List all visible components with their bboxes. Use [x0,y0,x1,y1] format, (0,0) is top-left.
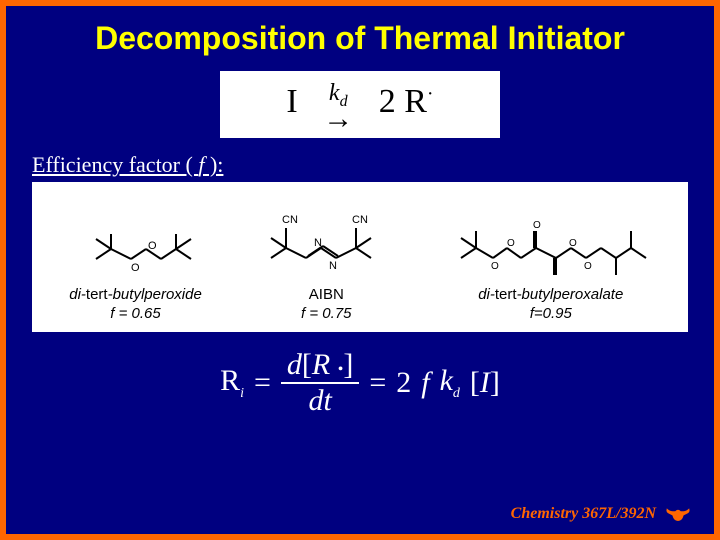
structure-3-icon: O O O O O [451,213,651,279]
fraction: d[R •] dt [281,350,359,416]
c3-prefix: di- [478,286,495,303]
svg-text:O: O [131,262,140,274]
longhorn-icon [664,504,692,524]
eff-prefix: Efficiency factor ( [32,152,198,177]
svg-text:O: O [584,261,592,272]
c1-rest: -butylperoxide [108,286,202,303]
c1-f: f = 0.65 [69,304,202,324]
structure-1-icon: O O [76,219,196,279]
rate-I: I [480,366,490,399]
reaction-I: I [286,83,297,120]
compound-1: O O di-tert-butylperoxide f = 0.65 [69,219,202,324]
svg-text:O: O [491,261,499,272]
svg-text:N: N [314,237,322,249]
c3-mid: tert [495,286,517,303]
footer-text: Chemistry 367L/392N [511,505,656,523]
efficiency-label: Efficiency factor ( f ): [6,148,714,182]
arrow-icon: → [323,110,353,128]
c3-rest: -butylperoxalate [517,286,624,303]
reaction-arrow-group: kd → [323,81,353,128]
c3-f: f=0.95 [451,304,651,324]
structure-2-icon: CN CN N N [256,203,396,279]
compound-3: O O O O O di-tert-butylperoxalate f=0.95 [451,213,651,324]
denom-dt: dt [308,384,331,416]
rate-i: i [240,386,244,401]
reaction-R: R [404,83,427,120]
rate-R: R [220,364,240,397]
rb1: ] [343,348,353,381]
c2-mid: AIBN [309,286,344,303]
equals-2: = [369,366,386,400]
structures-panel: O O di-tert-butylperoxide f = 0.65 CN CN… [32,182,688,332]
radical-dot-icon: · [427,83,434,105]
rb2: ] [490,366,500,399]
rate-f: f [421,366,429,400]
svg-text:O: O [569,238,577,249]
svg-text:O: O [148,240,157,252]
svg-text:O: O [533,220,541,231]
rate-k: k [440,364,453,397]
reaction-box: I kd → 2 R· [220,71,500,138]
svg-text:N: N [329,260,337,272]
svg-text:CN: CN [282,214,298,226]
svg-text:O: O [507,238,515,249]
lb1: [ [302,348,312,381]
reaction-coef: 2 [379,83,396,120]
compound-2: CN CN N N AIBN f = 0.75 [256,203,396,324]
rate-kd: d [453,386,460,401]
rate-equation: Ri = d[R •] dt = 2 f kd [I] [6,350,714,416]
svg-text:CN: CN [352,214,368,226]
lb2: [ [470,366,480,399]
rate-two: 2 [396,366,411,400]
page-title: Decomposition of Thermal Initiator [6,6,714,65]
c2-f: f = 0.75 [256,304,396,324]
eff-suffix: ): [204,152,223,177]
c1-prefix: di- [69,286,86,303]
num-d: d [287,348,302,381]
equals-1: = [254,366,271,400]
footer: Chemistry 367L/392N [511,504,692,524]
num-R: R [312,348,330,381]
c1-mid: tert [86,286,108,303]
